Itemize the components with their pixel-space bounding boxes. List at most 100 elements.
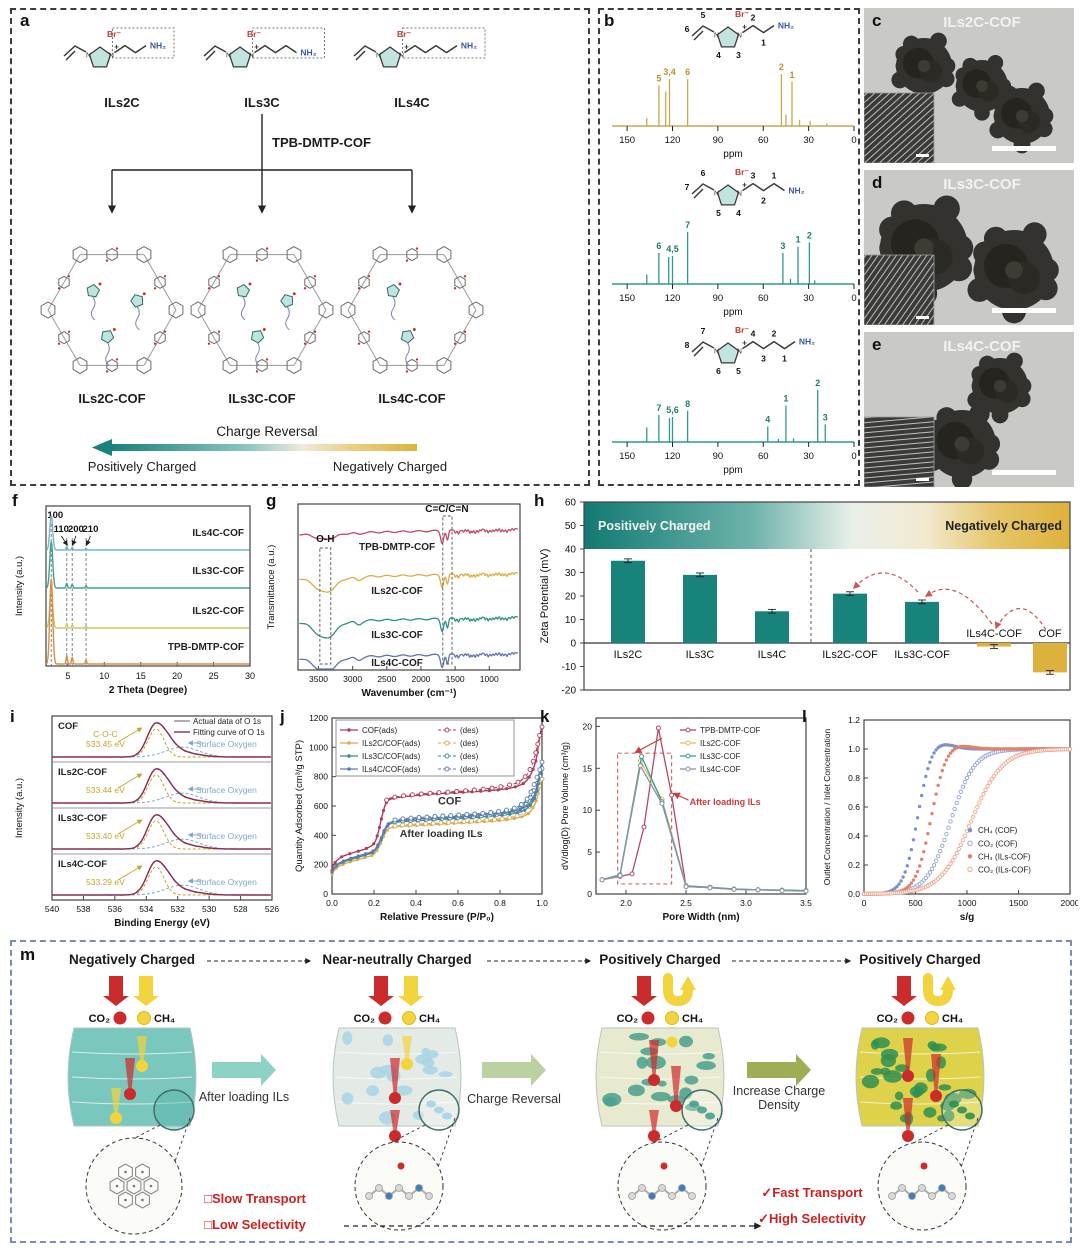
svg-text:2: 2 <box>815 378 820 388</box>
svg-text:2.0: 2.0 <box>620 898 632 908</box>
svg-text:528: 528 <box>233 904 247 914</box>
svg-text:NH₂: NH₂ <box>461 41 477 51</box>
svg-text:s/g: s/g <box>960 912 974 923</box>
panel-j-isotherm: 0.0 0.2 0.4 0.6 0.8 1.0 0 200 400 600 800 1000 1200 R… <box>280 708 552 936</box>
svg-text:1.2: 1.2 <box>848 715 860 725</box>
monomer-name-ils2c: ILs2C <box>104 95 140 110</box>
svg-text:ppm: ppm <box>723 149 742 160</box>
svg-text:1000: 1000 <box>958 898 977 908</box>
svg-text:6: 6 <box>656 241 661 251</box>
svg-text:500: 500 <box>908 898 922 908</box>
svg-text:120: 120 <box>665 293 681 304</box>
svg-text:1.0: 1.0 <box>848 744 860 754</box>
svg-text:10: 10 <box>583 805 593 815</box>
stage-title-3: Positively Charged <box>599 952 721 967</box>
svg-text:5: 5 <box>736 366 741 376</box>
svg-text:5: 5 <box>65 671 70 681</box>
svg-text:536: 536 <box>108 904 122 914</box>
positively-charged-label: Positively Charged <box>87 459 197 474</box>
svg-text:110: 110 <box>54 524 69 535</box>
svg-text:1000: 1000 <box>309 742 328 752</box>
svg-text:Surface Oxygen: Surface Oxygen <box>196 831 257 841</box>
svg-text:-10: -10 <box>562 662 577 673</box>
svg-text:5: 5 <box>656 73 661 83</box>
svg-text:5: 5 <box>716 208 721 218</box>
svg-text:C=C/C=N: C=C/C=N <box>425 504 468 515</box>
panel-c-canvas <box>864 8 1074 163</box>
panel-c-title: ILs2C-COF <box>943 14 1021 31</box>
svg-text:0: 0 <box>323 889 328 899</box>
svg-text:6: 6 <box>685 24 690 34</box>
note-high-selectivity: ✓High Selectivity <box>758 1211 866 1226</box>
svg-text:dV/dlog(D) Pore Volume (cm³/g): dV/dlog(D) Pore Volume (cm³/g) <box>560 742 570 870</box>
stage-title-4: Positively Charged <box>859 952 981 967</box>
product-name-ils3c-cof: ILs3C-COF <box>228 391 296 406</box>
svg-text:Actual data of O 1s: Actual data of O 1s <box>193 717 261 726</box>
svg-text:800: 800 <box>314 772 328 782</box>
svg-text:(des): (des) <box>460 765 479 774</box>
svg-text:6: 6 <box>716 366 721 376</box>
svg-text:ILs4C-COF: ILs4C-COF <box>371 658 423 669</box>
svg-text:533.44 eV: 533.44 eV <box>86 785 125 795</box>
svg-text:2: 2 <box>779 62 784 72</box>
panel-g-ftir: 3500 3000 2500 2000 1500 1000 Wavenumber (cm⁻¹… <box>262 492 528 704</box>
svg-text:ILs3C-COF: ILs3C-COF <box>371 630 423 641</box>
svg-text:(des): (des) <box>460 726 479 735</box>
svg-text:1500: 1500 <box>1009 898 1028 908</box>
svg-text:7: 7 <box>685 220 690 230</box>
svg-text:ILs2C/COF(ads): ILs2C/COF(ads) <box>362 739 421 748</box>
svg-text:-20: -20 <box>562 686 577 697</box>
svg-text:20: 20 <box>583 721 593 731</box>
svg-text:8: 8 <box>685 340 690 350</box>
svg-text:210: 210 <box>83 524 99 535</box>
svg-text:7: 7 <box>656 403 661 413</box>
stage-title-2: Near-neutrally Charged <box>322 952 472 967</box>
svg-text:ILs4C/COF(ads): ILs4C/COF(ads) <box>362 765 421 774</box>
svg-text:1500: 1500 <box>446 674 465 684</box>
svg-text:5: 5 <box>701 10 706 20</box>
svg-text:0.2: 0.2 <box>848 860 860 870</box>
svg-text:5,6: 5,6 <box>666 405 679 415</box>
svg-text:0: 0 <box>570 639 576 650</box>
svg-text:Transmittance (a.u.): Transmittance (a.u.) <box>266 545 277 630</box>
svg-text:Br⁻: Br⁻ <box>735 167 749 177</box>
svg-text:CH₄ (COF): CH₄ (COF) <box>978 826 1018 835</box>
svg-text:ILs3C/COF(ads): ILs3C/COF(ads) <box>362 752 421 761</box>
svg-text:CH₄ (ILs-COF): CH₄ (ILs-COF) <box>978 852 1031 861</box>
panel-e-title: ILs4C-COF <box>943 338 1021 355</box>
svg-text:3: 3 <box>751 171 756 181</box>
svg-text:CH₄: CH₄ <box>419 1013 440 1025</box>
transition-label-density: Increase Charge Density <box>732 1084 826 1113</box>
svg-text:4: 4 <box>716 50 721 60</box>
svg-text:Surface Oxygen: Surface Oxygen <box>196 739 257 749</box>
svg-text:4,5: 4,5 <box>666 244 679 254</box>
monomer-name-ils4c: ILs4C <box>394 95 430 110</box>
svg-text:Pore Width (nm): Pore Width (nm) <box>662 912 739 923</box>
svg-text:3: 3 <box>823 412 828 422</box>
svg-text:Br⁻: Br⁻ <box>107 29 121 39</box>
svg-text:NH₂: NH₂ <box>300 48 316 58</box>
svg-text:3: 3 <box>761 354 766 364</box>
svg-text:90: 90 <box>713 135 724 146</box>
svg-text:COF: COF <box>58 721 78 732</box>
svg-text:2: 2 <box>751 13 756 23</box>
panel-c-letter: c <box>872 11 882 30</box>
svg-text:N: N <box>249 53 254 60</box>
svg-text:ILs2C-COF: ILs2C-COF <box>192 606 244 617</box>
svg-text:N: N <box>714 33 719 40</box>
svg-text:NH₂: NH₂ <box>778 21 794 31</box>
svg-text:538: 538 <box>76 904 90 914</box>
panel-h-letter: h <box>534 491 545 510</box>
svg-text:532: 532 <box>171 904 185 914</box>
svg-text:Br⁻: Br⁻ <box>247 29 261 39</box>
note-fast-transport: ✓Fast Transport <box>761 1185 863 1200</box>
svg-text:6: 6 <box>685 67 690 77</box>
svg-text:150: 150 <box>619 451 635 462</box>
svg-text:Surface Oxygen: Surface Oxygen <box>196 785 257 795</box>
panel-k-pore: 2.0 2.5 3.0 3.5 0 5 10 15 20 Pore Width (nm) dV/dl… <box>540 708 816 936</box>
svg-text:ILs2C-COF: ILs2C-COF <box>58 767 107 778</box>
svg-text:N: N <box>737 349 742 356</box>
svg-text:1: 1 <box>796 235 801 245</box>
svg-text:3500: 3500 <box>309 674 328 684</box>
svg-text:+: + <box>742 23 747 32</box>
